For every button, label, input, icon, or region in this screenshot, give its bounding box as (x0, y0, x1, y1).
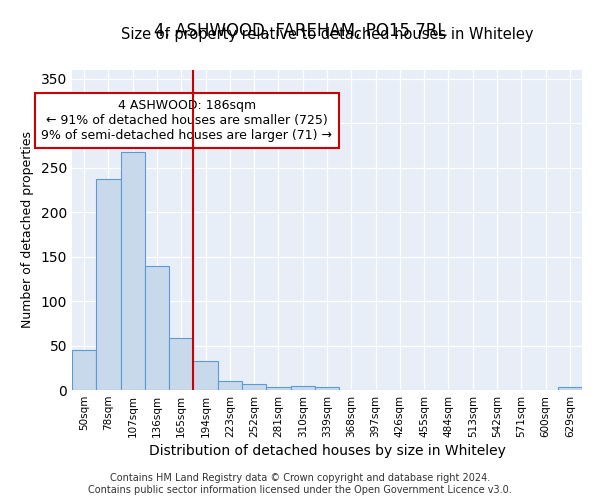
Bar (169, 338, 193, 390)
Text: 4 ASHWOOD: 186sqm
← 91% of detached houses are smaller (725)
9% of semi-detached: 4 ASHWOOD: 186sqm ← 91% of detached hous… (41, 99, 332, 142)
Bar (96, 180, 121, 390)
Bar (218, 381, 242, 390)
Y-axis label: Number of detached properties: Number of detached properties (21, 132, 34, 328)
Text: 4, ASHWOOD, FAREHAM, PO15 7RL: 4, ASHWOOD, FAREHAM, PO15 7RL (154, 22, 446, 40)
Bar (121, 152, 145, 390)
X-axis label: Distribution of detached houses by size in Whiteley: Distribution of detached houses by size … (149, 444, 505, 458)
Bar (145, 266, 169, 390)
Bar (72, 350, 96, 390)
Bar (290, 386, 315, 390)
Title: Size of property relative to detached houses in Whiteley: Size of property relative to detached ho… (121, 28, 533, 42)
Bar (558, 388, 582, 390)
Bar (266, 388, 290, 390)
Bar (193, 360, 218, 390)
Bar (242, 384, 266, 390)
Bar (315, 388, 339, 390)
Text: Contains HM Land Registry data © Crown copyright and database right 2024.
Contai: Contains HM Land Registry data © Crown c… (88, 474, 512, 495)
